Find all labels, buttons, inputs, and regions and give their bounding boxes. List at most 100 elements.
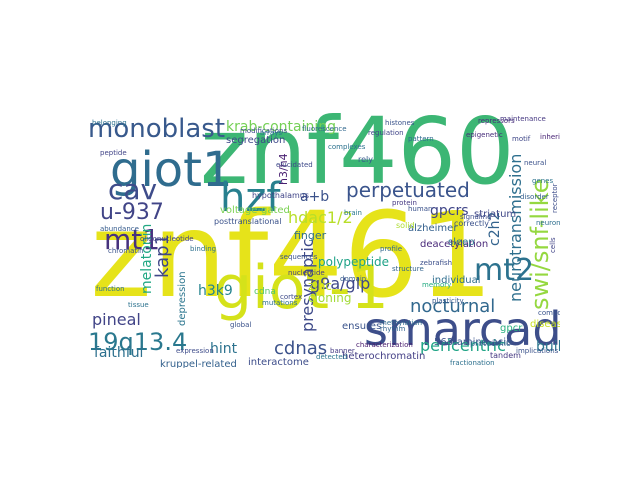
cloud-word: belonging <box>92 119 127 127</box>
cloud-word: sleep <box>448 237 475 248</box>
cloud-word: histones <box>385 119 415 127</box>
cloud-word: giot1 <box>110 142 233 198</box>
cloud-word: profile <box>380 245 403 253</box>
cloud-word: 563-amino-acid <box>434 337 513 348</box>
cloud-word: chromatin <box>108 247 144 255</box>
cloud-word: individual <box>432 275 481 286</box>
cloud-word: posttranslational <box>214 217 282 226</box>
cloud-word: u-937 <box>100 200 164 225</box>
cloud-word: domain <box>340 275 367 283</box>
cloud-word: disease <box>530 319 560 330</box>
cloud-word: maintenance <box>500 115 546 123</box>
cloud-word: ensures <box>342 321 382 332</box>
cloud-word: deacetylation <box>420 239 489 250</box>
cloud-word: h3k9 <box>198 283 233 299</box>
cloud-word: solid <box>396 221 415 230</box>
cloud-word: brain <box>344 209 362 217</box>
cloud-word: heterochromatin <box>342 351 426 362</box>
cloud-word: g9a/glp <box>310 274 371 293</box>
cloud-word: zinc <box>308 279 332 293</box>
cloud-word: implications <box>516 347 559 355</box>
cloud-word: pattern <box>408 135 434 143</box>
cloud-word: expression <box>176 347 214 355</box>
cloud-word: mt1 <box>104 223 161 256</box>
cloud-word: signaling <box>460 213 492 221</box>
cloud-word: segregation <box>226 135 286 146</box>
cloud-word: fractionation <box>450 359 495 367</box>
cloud-word: neurons <box>536 219 560 227</box>
cloud-word: epigenetic <box>466 131 503 139</box>
cloud-word: banner <box>330 347 355 355</box>
cloud-word: memory <box>422 281 452 289</box>
cloud-word: smarcad1 <box>364 302 560 356</box>
cloud-word: built <box>536 339 560 355</box>
cloud-word: nucleotide <box>288 269 325 277</box>
cloud-word: proteomic <box>470 339 511 348</box>
cloud-word: correctly <box>454 219 489 228</box>
cloud-word: plasticity <box>432 297 464 305</box>
cloud-word: arrays <box>260 129 283 137</box>
cloud-word: regulation <box>368 129 404 137</box>
cloud-word: a+b <box>300 189 330 205</box>
cloud-word: hdac1/2 <box>288 208 353 227</box>
cloud-word: faithful <box>94 345 144 361</box>
cloud-word: nocturnal <box>410 296 496 317</box>
cloud-word: tissue <box>128 301 149 309</box>
cloud-word: cloning <box>308 291 352 305</box>
cloud-word: motif <box>512 135 531 143</box>
cloud-word: oligonucleotide <box>140 235 194 243</box>
cloud-word: mt2 <box>474 253 535 288</box>
cloud-word: complexes <box>328 143 366 151</box>
cloud-word: perpetuated <box>346 178 470 202</box>
cloud-word: pineal <box>92 310 141 329</box>
cloud-word: rely <box>358 155 373 164</box>
cloud-word: znf461 <box>90 186 494 324</box>
cloud-word: striatum <box>474 209 517 220</box>
cloud-word: genes <box>532 177 554 185</box>
cloud-word: characterization <box>356 341 413 349</box>
cloud-word: neurotransmission <box>506 153 525 302</box>
cloud-word: cdna <box>254 287 276 297</box>
cloud-word: finger <box>294 229 327 242</box>
cloud-word: structure <box>392 265 424 273</box>
cloud-word: giot-1 <box>214 253 389 323</box>
cloud-word: methylation <box>380 319 423 327</box>
cloud-word: polypeptide <box>318 255 390 269</box>
cloud-word: fluorescence <box>302 125 347 133</box>
cloud-word: elucidated <box>276 161 313 169</box>
cloud-word: kruppel-related <box>160 359 237 369</box>
cloud-word: gpcr <box>500 323 523 334</box>
cloud-word: depression <box>177 271 188 326</box>
cloud-word: compounds <box>538 309 560 317</box>
cloud-word: detected <box>316 353 348 361</box>
cloud-word: hypothalamus <box>252 191 310 200</box>
cloud-word: cells <box>549 237 557 253</box>
cloud-word: mutations <box>262 299 298 307</box>
cloud-word: interactome <box>248 357 309 368</box>
cloud-word: pericentric <box>420 336 506 355</box>
cloud-word: cortex <box>280 293 303 301</box>
cloud-word: gpcrs <box>430 203 469 219</box>
cloud-word: disorder <box>520 193 549 201</box>
cloud-word: abundance <box>100 225 139 233</box>
cloud-word: human <box>408 205 433 213</box>
cloud-word: cav <box>108 173 158 206</box>
cloud-word: voltage-gated <box>220 205 290 216</box>
cloud-word: znf460 <box>200 106 515 205</box>
cloud-word: monoblast <box>88 114 226 144</box>
cloud-word: inherited <box>540 133 560 141</box>
cloud-word: function <box>96 285 125 293</box>
cloud-word: repressors <box>478 117 515 125</box>
cloud-word: modifications <box>240 127 288 135</box>
cloud-word: cdnas <box>274 338 328 359</box>
cloud-word: zebrafish <box>420 259 453 267</box>
cloud-word: hint <box>210 341 238 357</box>
cloud-word: binding <box>190 245 217 253</box>
cloud-word: hzf <box>220 175 281 221</box>
cloud-word: rhythm <box>380 325 406 333</box>
cloud-word: 19q13.4 <box>88 328 188 356</box>
cloud-word: alzheimer <box>408 223 458 234</box>
cloud-word: global <box>230 321 252 329</box>
cloud-word: krab-containing <box>226 119 336 135</box>
